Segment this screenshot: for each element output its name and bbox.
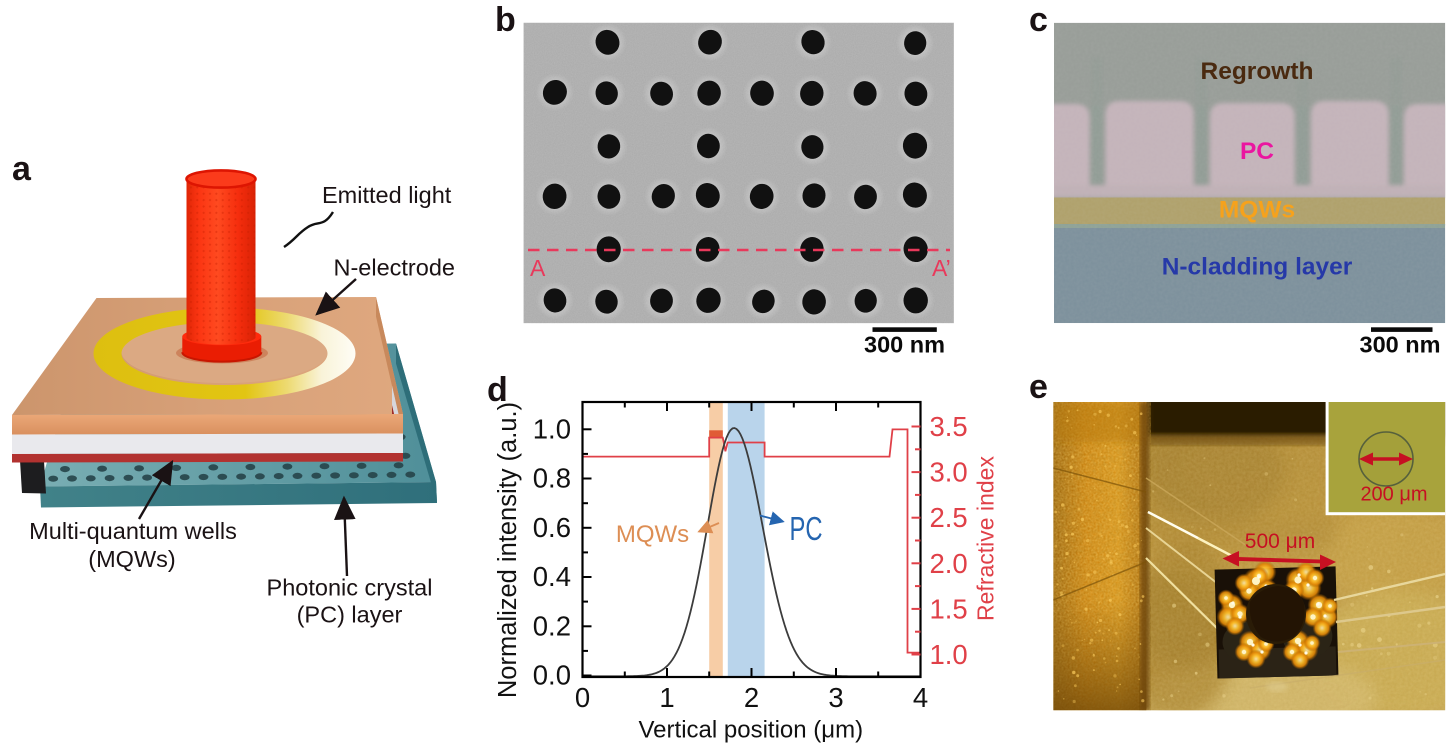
svg-text:300 nm: 300 nm — [1360, 332, 1441, 358]
svg-text:0.6: 0.6 — [533, 512, 571, 543]
svg-text:1.5: 1.5 — [930, 593, 968, 624]
svg-text:1.0: 1.0 — [533, 413, 571, 444]
svg-text:A: A — [530, 255, 546, 281]
svg-text:0: 0 — [575, 682, 590, 713]
svg-text:3.5: 3.5 — [930, 411, 968, 442]
svg-text:2: 2 — [744, 682, 759, 713]
svg-text:Regrowth: Regrowth — [1201, 58, 1314, 85]
svg-text:b: b — [495, 1, 516, 39]
svg-text:1.0: 1.0 — [930, 639, 968, 670]
svg-text:PC: PC — [1240, 138, 1274, 165]
svg-text:0.0: 0.0 — [533, 660, 571, 691]
svg-text:0.8: 0.8 — [533, 463, 571, 494]
svg-text:Multi-quantum wells: Multi-quantum wells — [29, 518, 237, 544]
svg-text:Normalized intensity (a.u.): Normalized intensity (a.u.) — [494, 402, 522, 698]
svg-text:N-electrode: N-electrode — [334, 255, 455, 281]
svg-text:d: d — [487, 371, 508, 409]
svg-text:Refractive index: Refractive index — [973, 456, 999, 621]
svg-text:200 μm: 200 μm — [1360, 484, 1427, 506]
svg-text:4: 4 — [913, 682, 928, 713]
svg-text:2.5: 2.5 — [930, 502, 968, 533]
svg-text:PC: PC — [790, 510, 823, 547]
svg-text:a: a — [12, 150, 32, 188]
svg-text:c: c — [1029, 1, 1048, 39]
svg-text:MQWs: MQWs — [1219, 197, 1295, 224]
svg-text:Vertical position (μm): Vertical position (μm) — [639, 717, 864, 744]
svg-text:A’: A’ — [932, 255, 951, 281]
svg-text:500 μm: 500 μm — [1245, 530, 1315, 553]
svg-text:Photonic crystal: Photonic crystal — [267, 575, 433, 601]
svg-text:0.2: 0.2 — [533, 610, 571, 641]
svg-text:3: 3 — [828, 682, 843, 713]
svg-text:2.0: 2.0 — [930, 548, 968, 579]
svg-text:(PC) layer: (PC) layer — [297, 602, 403, 628]
svg-text:MQWs: MQWs — [616, 521, 689, 548]
svg-text:0.4: 0.4 — [533, 561, 571, 592]
svg-text:(MQWs): (MQWs) — [88, 546, 175, 572]
svg-text:300 nm: 300 nm — [864, 332, 945, 358]
svg-text:e: e — [1029, 370, 1048, 406]
svg-text:N-cladding layer: N-cladding layer — [1162, 254, 1353, 281]
svg-text:1: 1 — [659, 682, 674, 713]
svg-text:Emitted light: Emitted light — [322, 182, 452, 208]
svg-text:3.0: 3.0 — [930, 457, 968, 488]
